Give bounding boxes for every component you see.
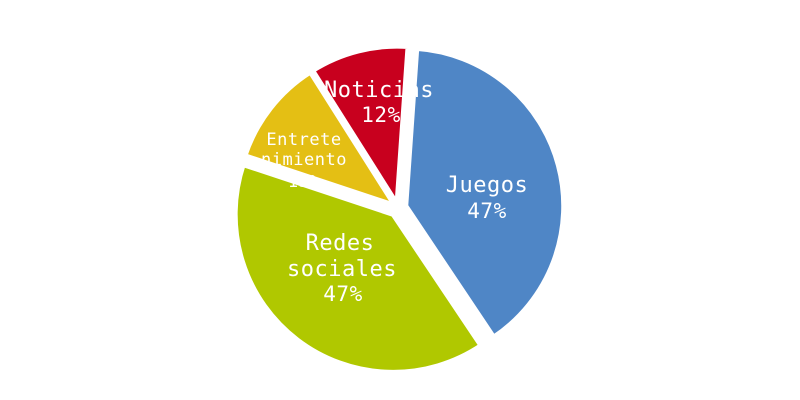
redes-sociales-value-label: 47%	[323, 282, 362, 306]
pie-labels: Juegos 47% Redes sociales 47% Entrete ni…	[261, 78, 528, 306]
juegos-label: Juegos	[446, 173, 528, 198]
redes-sociales-label-line2: sociales	[287, 257, 397, 282]
slice-redes-sociales	[232, 161, 485, 375]
slice-juegos	[403, 45, 567, 341]
entretenimiento-label-line1: Entrete	[266, 130, 341, 150]
redes-sociales-label-line1: Redes	[306, 231, 375, 256]
entretenimiento-label-line2: nimiento	[261, 150, 347, 170]
juegos-value-label: 47%	[467, 199, 506, 223]
noticias-value-label: 12%	[361, 103, 400, 127]
pie-slices	[232, 43, 567, 375]
noticias-label: Noticias	[324, 78, 434, 103]
slice-noticias	[309, 43, 411, 212]
entretenimiento-value-label: 13%	[288, 172, 320, 192]
slice-entretenimiento	[241, 68, 401, 211]
